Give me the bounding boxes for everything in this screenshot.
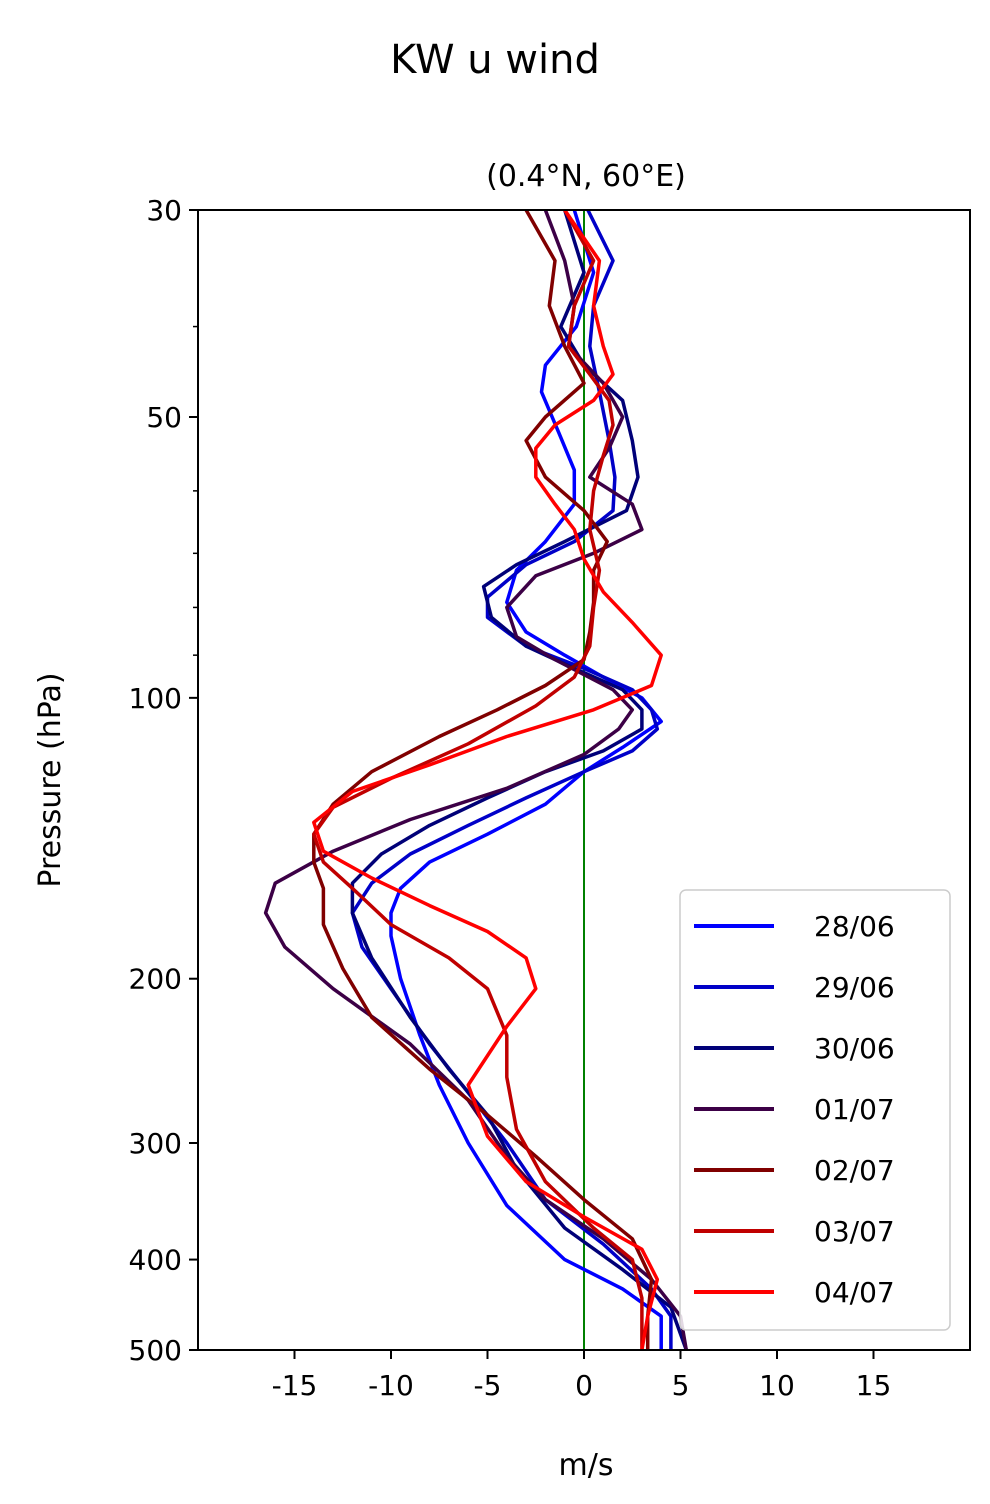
- x-tick-label: -5: [474, 1369, 502, 1402]
- chart-subtitle: (0.4°N, 60°E): [486, 159, 686, 194]
- x-tick-label: -10: [368, 1369, 414, 1402]
- data-layer: [263, 209, 689, 1351]
- x-tick-label: 10: [759, 1369, 795, 1402]
- legend-label: 28/06: [814, 910, 895, 943]
- legend-label: 01/07: [814, 1093, 895, 1126]
- series-line-04-07: [312, 209, 663, 1351]
- y-tick-label: 200: [129, 963, 182, 996]
- y-tick-label: 50: [146, 401, 182, 434]
- x-tick-label: 15: [856, 1369, 892, 1402]
- legend-box: [679, 889, 951, 1331]
- series-line-02-07: [312, 209, 654, 1350]
- legend-label: 04/07: [814, 1276, 895, 1309]
- axis-layer: -15 -10 -5 0 5 10 15 30 50 100 200 300 400 500: [129, 194, 892, 1402]
- x-tick-label: 0: [575, 1369, 593, 1402]
- y-tick-label: 300: [129, 1127, 182, 1160]
- chart-title: KW u wind: [390, 37, 600, 83]
- legend: 28/06 29/06 30/06 01/07 02/07 03/07 04/07: [679, 889, 951, 1331]
- x-axis-label: m/s: [559, 1448, 614, 1483]
- series-line-28-06: [389, 209, 663, 1350]
- series-line-29-06: [350, 209, 673, 1350]
- x-tick-label: 5: [672, 1369, 690, 1402]
- y-tick-label: 30: [146, 194, 182, 227]
- series-line-30-06: [350, 209, 688, 1351]
- legend-label: 03/07: [814, 1215, 895, 1248]
- y-tick-label: 100: [129, 682, 182, 715]
- legend-label: 29/06: [814, 971, 895, 1004]
- y-tick-label: 500: [129, 1334, 182, 1367]
- legend-label: 30/06: [814, 1032, 895, 1065]
- y-axis-label: Pressure (hPa): [33, 672, 68, 887]
- series-line-01-07: [263, 209, 689, 1351]
- x-tick-label: -15: [272, 1369, 318, 1402]
- legend-label: 02/07: [814, 1154, 895, 1187]
- y-tick-label: 400: [129, 1244, 182, 1277]
